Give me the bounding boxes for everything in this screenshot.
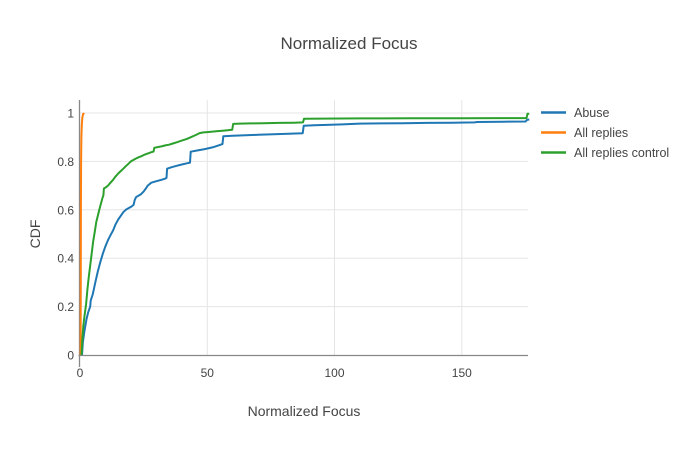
legend: Abuse All replies All replies control <box>541 106 669 160</box>
y-tick-label: 0.6 <box>57 203 74 217</box>
x-tick-label: 0 <box>77 366 84 380</box>
x-tick-labels: 0 50 100 150 <box>77 366 472 380</box>
legend-label: All replies control <box>574 146 669 160</box>
y-tick-label: 0.2 <box>57 300 74 314</box>
x-tick-label: 50 <box>201 366 215 380</box>
x-gridlines <box>206 100 463 355</box>
legend-item-abuse[interactable]: Abuse <box>541 106 609 120</box>
y-tick-label: 0.4 <box>57 252 74 266</box>
y-tick-label: 0 <box>67 349 74 363</box>
legend-label: All replies <box>574 126 628 140</box>
legend-item-all-replies-control[interactable]: All replies control <box>541 146 669 160</box>
y-gridlines <box>80 112 528 308</box>
x-axis-title: Normalized Focus <box>248 403 361 419</box>
y-tick-label: 1 <box>67 107 74 121</box>
y-tick-labels: 0 0.2 0.4 0.6 0.8 1 <box>57 107 74 363</box>
chart-title: Normalized Focus <box>281 34 418 53</box>
y-tick-label: 0.8 <box>57 155 74 169</box>
x-tick-label: 150 <box>452 366 472 380</box>
legend-item-all-replies[interactable]: All replies <box>541 126 628 140</box>
plot-area[interactable] <box>80 100 528 355</box>
series-line-abuse <box>81 118 530 356</box>
y-axis-title: CDF <box>27 220 43 249</box>
legend-label: Abuse <box>574 106 609 120</box>
x-tick-label: 100 <box>324 366 344 380</box>
series-line-all-replies <box>79 112 85 356</box>
series-line-all-replies-control <box>80 112 530 356</box>
